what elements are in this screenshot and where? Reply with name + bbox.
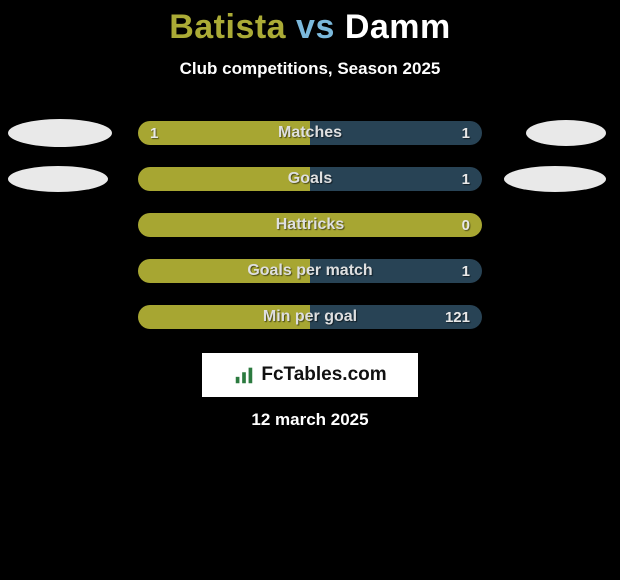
page-title: Batista vs Damm — [0, 0, 620, 47]
stat-row: Matches11 — [0, 110, 620, 156]
stat-bar-left — [138, 305, 310, 329]
team-badge-left — [8, 119, 112, 147]
stat-bar-right — [310, 121, 482, 145]
stat-bar: Goals1 — [138, 167, 482, 191]
team-badge-left — [8, 166, 108, 192]
title-vs: vs — [296, 8, 335, 46]
team-badge-right — [504, 166, 606, 192]
brand-badge: FcTables.com — [202, 353, 418, 397]
stat-bar-left — [138, 121, 310, 145]
stat-bar: Hattricks0 — [138, 213, 482, 237]
stat-row: Goals1 — [0, 156, 620, 202]
stat-bar-left — [138, 167, 310, 191]
stat-bar-right — [310, 167, 482, 191]
stat-row: Goals per match1 — [0, 248, 620, 294]
brand-bars-icon — [233, 364, 255, 386]
team-badge-right — [526, 120, 606, 146]
stat-bar-right — [310, 259, 482, 283]
stat-bar: Matches11 — [138, 121, 482, 145]
stat-bar: Goals per match1 — [138, 259, 482, 283]
date-text: 12 march 2025 — [0, 410, 620, 430]
stat-bar: Min per goal121 — [138, 305, 482, 329]
title-player-left: Batista — [169, 8, 286, 46]
stat-rows: Matches11 Goals1 Hattricks0 Goals per match… — [0, 110, 620, 340]
stat-bar-left — [138, 259, 310, 283]
stat-bar-left — [138, 213, 482, 237]
brand-text: FcTables.com — [261, 364, 386, 386]
stat-row: Hattricks0 — [0, 202, 620, 248]
title-player-right: Damm — [345, 8, 451, 46]
stat-bar-right — [310, 305, 482, 329]
stat-row: Min per goal121 — [0, 294, 620, 340]
comparison-infographic: Batista vs Damm Club competitions, Seaso… — [0, 0, 620, 580]
subtitle: Club competitions, Season 2025 — [0, 59, 620, 79]
